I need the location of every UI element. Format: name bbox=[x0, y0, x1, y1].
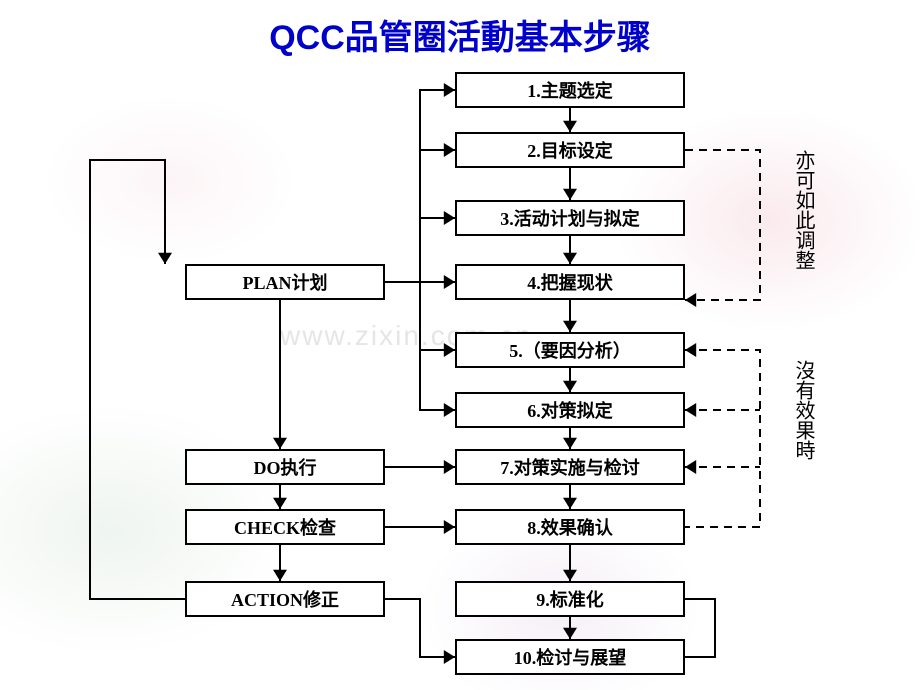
step-box-s8: 8.效果确认 bbox=[455, 509, 685, 545]
step-box-s4: 4.把握现状 bbox=[455, 264, 685, 300]
page-title: QCC品管圈活動基本步骤 bbox=[0, 10, 920, 59]
step-box-s6: 6.对策拟定 bbox=[455, 392, 685, 428]
step-box-s7: 7.对策实施与检讨 bbox=[455, 449, 685, 485]
step-box-s10: 10.检讨与展望 bbox=[455, 639, 685, 675]
step-box-s1: 1.主题选定 bbox=[455, 72, 685, 108]
step-box-s5: 5.（要因分析） bbox=[455, 332, 685, 368]
phase-box-check: CHECK检查 bbox=[185, 509, 385, 545]
step-box-s2: 2.目标设定 bbox=[455, 132, 685, 168]
phase-box-do: DO执行 bbox=[185, 449, 385, 485]
phase-box-action: ACTION修正 bbox=[185, 581, 385, 617]
phase-box-plan: PLAN计划 bbox=[185, 264, 385, 300]
side-note-note2: 沒有效果時 bbox=[790, 360, 816, 460]
step-box-s3: 3.活动计划与拟定 bbox=[455, 200, 685, 236]
step-box-s9: 9.标准化 bbox=[455, 581, 685, 617]
side-note-note1: 亦可如此调整 bbox=[790, 150, 816, 270]
